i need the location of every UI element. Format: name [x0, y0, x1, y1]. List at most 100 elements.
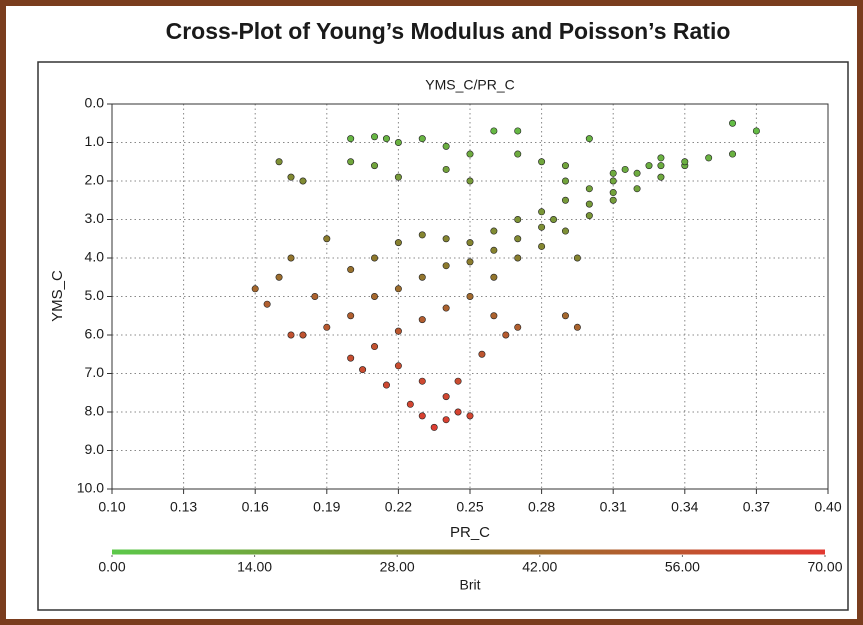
point	[609, 177, 617, 185]
point	[442, 393, 450, 401]
point	[657, 162, 665, 170]
point	[514, 254, 522, 262]
point	[418, 412, 426, 420]
point	[514, 127, 522, 135]
x-tick-label: 0.25	[456, 499, 483, 515]
point	[299, 177, 307, 185]
point	[490, 127, 498, 135]
point	[442, 142, 450, 150]
point	[490, 312, 498, 320]
point	[633, 169, 641, 177]
x-tick-label: 0.37	[743, 499, 770, 515]
x-tick-label: 0.16	[242, 499, 269, 515]
point	[681, 158, 689, 166]
point	[394, 139, 402, 147]
x-tick-label: 0.13	[170, 499, 197, 515]
point	[418, 135, 426, 143]
y-tick-label: 8.0	[85, 403, 105, 419]
colorbar-tick-label: 42.00	[522, 559, 557, 575]
point	[573, 254, 581, 262]
point	[561, 227, 569, 235]
colorbar-tick-label: 0.00	[98, 559, 125, 575]
y-tick-label: 7.0	[85, 364, 105, 380]
point	[561, 177, 569, 185]
point	[311, 292, 319, 300]
y-tick-label: 0.0	[85, 95, 105, 111]
y-tick-label: 6.0	[85, 326, 105, 342]
point	[585, 185, 593, 193]
point	[394, 285, 402, 293]
point	[538, 223, 546, 231]
point	[514, 150, 522, 158]
point	[394, 239, 402, 247]
point	[633, 185, 641, 193]
colorbar-tick-label: 28.00	[380, 559, 415, 575]
point	[645, 162, 653, 170]
point	[514, 216, 522, 224]
x-tick-label: 0.10	[98, 499, 125, 515]
point	[442, 165, 450, 173]
point	[347, 312, 355, 320]
plot-area	[111, 103, 829, 490]
point	[287, 331, 295, 339]
point	[347, 135, 355, 143]
point	[466, 258, 474, 266]
point	[275, 158, 283, 166]
x-tick-label: 0.22	[385, 499, 412, 515]
point	[490, 227, 498, 235]
point	[323, 235, 331, 243]
point	[466, 292, 474, 300]
x-tick-label: 0.31	[600, 499, 627, 515]
point	[573, 323, 581, 331]
point	[729, 119, 737, 127]
point	[502, 331, 510, 339]
point	[490, 246, 498, 254]
y-tick-label: 9.0	[85, 441, 105, 457]
x-tick-label: 0.34	[671, 499, 698, 515]
y-tick-label: 3.0	[85, 210, 105, 226]
point	[347, 266, 355, 274]
point	[347, 354, 355, 362]
point	[752, 127, 760, 135]
point	[490, 273, 498, 281]
point	[478, 350, 486, 358]
point	[371, 254, 379, 262]
colorbar-tick-label: 70.00	[807, 559, 842, 575]
point	[287, 173, 295, 181]
point	[263, 300, 271, 308]
point	[359, 366, 367, 374]
y-tick-label: 2.0	[85, 172, 105, 188]
point	[657, 154, 665, 162]
point	[442, 416, 450, 424]
point	[729, 150, 737, 158]
point	[561, 196, 569, 204]
subtitle: YMS_C/PR_C	[425, 77, 514, 93]
point	[323, 323, 331, 331]
point	[418, 316, 426, 324]
x-tick-label: 0.40	[814, 499, 841, 515]
point	[609, 169, 617, 177]
y-tick-label: 4.0	[85, 249, 105, 265]
point	[585, 212, 593, 220]
point	[585, 135, 593, 143]
point	[371, 292, 379, 300]
point	[418, 231, 426, 239]
point	[609, 189, 617, 197]
point	[550, 216, 558, 224]
point	[561, 162, 569, 170]
point	[371, 343, 379, 351]
point	[299, 331, 307, 339]
point	[347, 158, 355, 166]
point	[394, 362, 402, 370]
point	[561, 312, 569, 320]
point	[705, 154, 713, 162]
panel	[37, 61, 849, 611]
point	[382, 381, 390, 389]
chart-title: Cross-Plot of Young’s Modulus and Poisso…	[166, 18, 731, 44]
point	[466, 150, 474, 158]
colorbar-tick-label: 56.00	[665, 559, 700, 575]
point	[442, 262, 450, 270]
point	[418, 273, 426, 281]
